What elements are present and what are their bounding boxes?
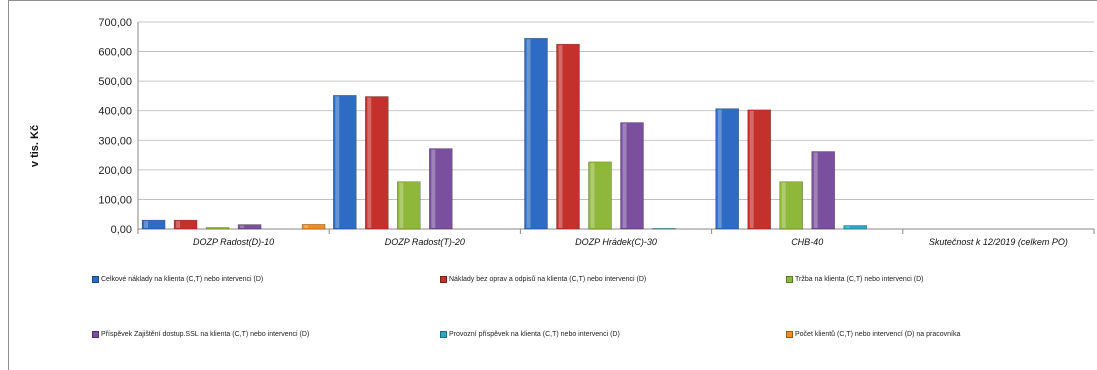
bar-highlight [240,225,245,228]
bars [141,37,868,230]
bar-highlight [176,221,181,228]
bar [747,109,772,230]
bar [715,108,740,230]
x-category-label: Skutečnost k 12/2019 (celkem PO) [929,237,1068,247]
axis-labels: 0,00 100,00 200,00 300,00 400,00 500,00 600,00… [98,17,1068,247]
axes [137,22,1095,234]
legend-label: Tržba na klienta (C,T) nebo intervenci (… [795,276,924,283]
bar [811,151,836,230]
bar [141,219,166,230]
y-tick-label: 100,00 [98,194,132,206]
y-tick-label: 600,00 [98,47,132,59]
legend-item: Provozní příspěvek na klienta (C,T) nebo… [440,331,620,338]
legend-label: Náklady bez oprav a odpisů na klienta (C… [449,276,647,283]
legend-item: Náklady bez oprav a odpisů na klienta (C… [440,276,646,283]
bar-highlight [526,39,531,229]
bar [843,225,868,230]
bar-highlight [335,96,340,228]
bar [332,95,357,230]
legend-item: Příspěvek Zajištění dostup.SSL na klient… [92,331,309,338]
y-tick-label: 700,00 [98,17,132,29]
y-tick-label: 500,00 [98,76,132,88]
legend-label: Celkové náklady na klienta (C,T) nebo in… [101,276,264,283]
bar-highlight [622,123,627,228]
bar-highlight [304,225,309,228]
bar [237,224,262,230]
bar-highlight [367,97,372,229]
bar [556,43,580,230]
bar [588,161,612,230]
bar [524,37,548,230]
bar-highlight [144,221,149,228]
x-category-label: CHB-40 [791,237,823,247]
y-tick-label: 200,00 [98,165,132,177]
bar-highlight [717,109,722,228]
gridlines [138,21,1094,230]
y-axis-title: v tis. Kč [29,125,41,167]
bar-highlight [749,110,754,228]
legend-swatch [786,276,793,283]
bar-highlight [781,182,786,228]
legend-swatch [440,276,447,283]
y-tick-label: 0,00 [111,224,132,236]
x-category-label: DOZP Radost(T)-20 [385,237,465,247]
x-category-label: DOZP Hrádek(C)-30 [575,237,657,247]
bar-highlight [558,45,563,228]
bar [173,219,198,230]
bar [301,223,326,230]
legend-label: Příspěvek Zajištění dostup.SSL na klient… [101,331,310,338]
legend-swatch [92,331,99,338]
bar-highlight [431,149,436,228]
y-tick-label: 300,00 [98,135,132,147]
x-category-label: DOZP Radost(D)-10 [193,237,274,247]
legend-swatch [440,331,447,338]
legend-item: Počet klientů (C,T) nebo intervencí (D) … [786,331,960,338]
bar-highlight [590,162,595,228]
legend-item: Tržba na klienta (C,T) nebo intervenci (… [786,276,924,283]
bar-highlight [845,226,850,228]
bar-highlight [813,152,818,228]
bar [620,122,644,230]
y-tick-label: 400,00 [98,106,132,118]
bar [652,228,676,230]
bar [364,96,389,230]
legend-label: Počet klientů (C,T) nebo intervencí (D) … [795,331,961,338]
bar [396,181,421,230]
chart-frame [8,0,1097,370]
legend-swatch [92,276,99,283]
bar [205,227,230,230]
legend-item: Celkové náklady na klienta (C,T) nebo in… [92,276,263,283]
bar [428,148,453,230]
bar-highlight [399,182,404,228]
legend-label: Provozní příspěvek na klienta (C,T) nebo… [449,331,620,338]
legend-swatch [786,331,793,338]
bar [779,181,804,230]
